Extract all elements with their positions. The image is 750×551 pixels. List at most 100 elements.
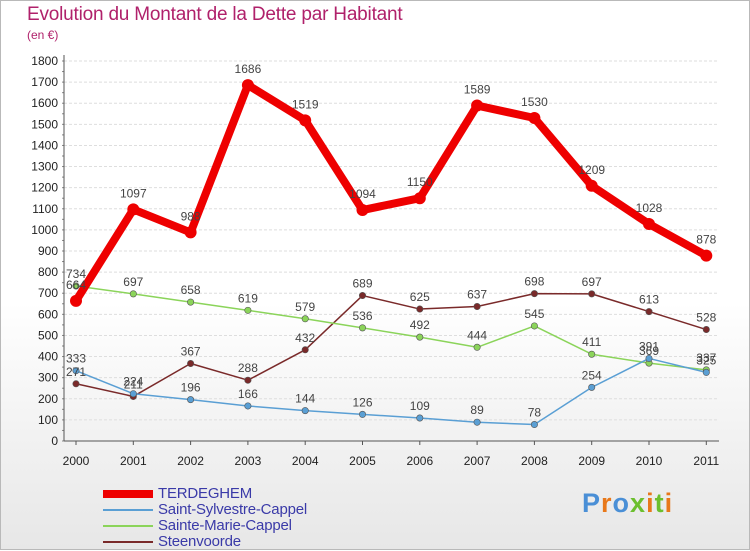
data-label: 288 — [238, 361, 258, 375]
legend-item-saint-sylvestre-cappel: Saint-Sylvestre-Cappel — [103, 502, 307, 518]
data-point — [530, 421, 538, 429]
data-point — [473, 418, 481, 426]
data-label: 734 — [66, 267, 86, 281]
x-tick-label: 2003 — [235, 454, 262, 468]
data-label: 432 — [295, 331, 315, 345]
data-label: 1530 — [521, 95, 548, 109]
x-tick-label: 2001 — [120, 454, 147, 468]
data-point — [358, 292, 366, 300]
legend: TERDEGHEM Saint-Sylvestre-Cappel Sainte-… — [103, 486, 307, 550]
x-tick-label: 2007 — [464, 454, 491, 468]
y-tick-label: 0 — [51, 434, 58, 448]
legend-label: TERDEGHEM — [158, 485, 253, 502]
data-label: 391 — [639, 339, 659, 353]
x-tick-label: 2004 — [292, 454, 319, 468]
data-label: 619 — [238, 291, 258, 305]
y-tick-label: 600 — [38, 307, 58, 321]
data-point — [299, 114, 312, 127]
y-tick-label: 400 — [38, 350, 58, 364]
data-point — [528, 112, 541, 124]
x-tick-label: 2011 — [693, 454, 719, 468]
data-point — [585, 179, 598, 192]
data-point — [473, 303, 481, 311]
data-point — [416, 333, 424, 341]
data-point — [187, 298, 195, 306]
data-point — [358, 324, 366, 332]
legend-swatch — [103, 490, 153, 498]
legend-swatch — [103, 509, 153, 511]
data-point — [244, 376, 252, 384]
legend-label: Saint-Sylvestre-Cappel — [158, 501, 307, 518]
y-tick-label: 1100 — [32, 202, 58, 216]
y-tick-label: 300 — [38, 371, 58, 385]
data-point — [356, 204, 369, 217]
data-label: 579 — [295, 300, 315, 314]
data-point — [416, 414, 424, 422]
logo-letter: t — [654, 488, 665, 518]
x-tick-label: 2000 — [63, 454, 90, 468]
data-label: 367 — [181, 345, 201, 359]
y-tick-label: 1700 — [31, 75, 58, 89]
data-point — [588, 350, 596, 358]
legend-label: Sainte-Marie-Cappel — [158, 517, 292, 534]
data-label: 333 — [66, 352, 86, 366]
data-label: 89 — [470, 403, 484, 417]
data-label: 536 — [352, 309, 372, 323]
data-point — [416, 305, 424, 313]
y-tick-label: 1000 — [31, 223, 58, 237]
data-label: 126 — [352, 395, 372, 409]
data-label: 697 — [582, 275, 602, 289]
data-point — [184, 226, 197, 239]
data-point — [70, 294, 82, 307]
y-tick-label: 200 — [38, 392, 58, 406]
x-tick-label: 2010 — [636, 454, 663, 468]
logo-letter: o — [612, 488, 631, 518]
data-label: 1028 — [636, 201, 663, 215]
data-point — [702, 368, 710, 376]
data-point — [241, 79, 254, 92]
logo-letter: P — [582, 488, 602, 518]
legend-item-sainte-marie-cappel: Sainte-Marie-Cappel — [103, 518, 307, 534]
y-tick-label: 1500 — [31, 117, 58, 131]
data-point — [301, 407, 309, 415]
data-point — [244, 306, 252, 314]
data-label: 625 — [410, 290, 430, 304]
data-label: 1589 — [464, 83, 491, 97]
data-point — [643, 217, 655, 230]
y-tick-label: 1600 — [31, 96, 58, 110]
y-tick-label: 1800 — [31, 54, 58, 68]
data-point — [530, 290, 538, 298]
chart-title: Evolution du Montant de la Dette par Hab… — [27, 4, 403, 25]
chart-subtitle: (en €) — [27, 28, 59, 42]
data-point — [129, 390, 137, 398]
legend-item-steenvoorde: Steenvoorde — [103, 534, 307, 550]
data-point — [127, 203, 140, 216]
y-tick-label: 100 — [38, 413, 58, 427]
data-point — [358, 410, 366, 418]
data-point — [473, 343, 481, 351]
data-point — [129, 290, 137, 298]
data-label: 211 — [124, 377, 143, 391]
y-tick-label: 800 — [38, 265, 58, 279]
data-label: 689 — [352, 277, 372, 291]
x-tick-label: 2002 — [177, 454, 204, 468]
logo-letter: r — [601, 488, 613, 518]
logo-letter: i — [664, 488, 674, 518]
data-point — [187, 396, 195, 404]
data-label: 1519 — [292, 97, 319, 111]
data-label: 528 — [696, 311, 716, 325]
data-label: 369 — [639, 344, 659, 358]
legend-label: Steenvoorde — [158, 533, 241, 550]
y-tick-label: 1400 — [31, 138, 58, 152]
x-tick-label: 2005 — [349, 454, 376, 468]
data-label: 1209 — [578, 163, 605, 177]
data-label: 1097 — [120, 186, 147, 200]
data-label: 144 — [295, 392, 315, 406]
data-point — [588, 290, 596, 298]
data-label: 697 — [123, 275, 143, 289]
data-point — [72, 282, 80, 290]
data-point — [645, 354, 653, 362]
data-label: 271 — [66, 365, 86, 379]
data-label: 444 — [467, 328, 487, 342]
